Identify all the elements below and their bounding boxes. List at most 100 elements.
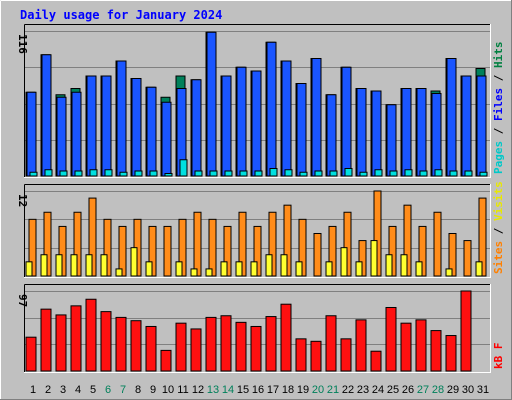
kbytes-bar xyxy=(85,298,97,372)
visits-bar xyxy=(25,261,33,277)
kbytes-bar xyxy=(130,320,142,372)
pages-bar xyxy=(179,159,188,177)
files-bar xyxy=(191,79,202,177)
day-label: 25 xyxy=(387,384,399,396)
files-bar xyxy=(386,104,397,177)
visits-bar xyxy=(280,254,288,277)
visits-bar xyxy=(190,268,198,277)
visits-bar xyxy=(250,261,258,277)
kbytes-bar xyxy=(40,308,52,372)
sites-bar xyxy=(163,225,172,277)
kbytes-bar xyxy=(235,321,247,372)
visits-bar xyxy=(370,240,378,277)
sites-bar xyxy=(313,233,322,277)
pages-bar xyxy=(419,170,428,177)
day-label: 24 xyxy=(372,384,384,396)
pages-bar xyxy=(104,169,113,177)
pages-bar xyxy=(434,169,443,177)
day-label: 11 xyxy=(177,384,188,396)
visits-bar xyxy=(415,261,423,277)
pages-bar xyxy=(194,170,203,177)
files-bar xyxy=(461,75,472,177)
sites-legend: Sites / Visits xyxy=(492,181,505,274)
pages-bar xyxy=(359,171,368,177)
day-label: 22 xyxy=(342,384,354,396)
sites-bar xyxy=(208,218,217,277)
day-label: 21 xyxy=(327,384,339,396)
sites-bar xyxy=(193,211,202,277)
kbytes-bar xyxy=(265,316,277,372)
day-label: 31 xyxy=(477,384,489,396)
visits-bar xyxy=(145,261,153,277)
pages-bar xyxy=(44,169,53,177)
kbytes-bar xyxy=(355,319,367,372)
day-label: 3 xyxy=(60,384,66,396)
files-bar xyxy=(161,101,172,177)
pages-bar xyxy=(464,170,473,177)
files-bar xyxy=(146,86,157,177)
pages-bar xyxy=(284,169,293,177)
day-label: 27 xyxy=(417,384,429,396)
kbytes-bar xyxy=(445,335,457,372)
files-bar xyxy=(476,75,487,177)
visits-bar xyxy=(355,261,363,277)
pages-bar xyxy=(269,168,278,177)
pages-bar xyxy=(59,170,68,177)
kbytes-bar xyxy=(220,315,232,372)
visits-bar xyxy=(40,254,48,277)
visits-bar xyxy=(205,268,213,277)
kbytes-bar xyxy=(190,328,202,372)
visits-bar xyxy=(385,254,393,277)
files-bar xyxy=(86,75,97,177)
kbytes-bar xyxy=(430,330,442,372)
day-label: 30 xyxy=(462,384,474,396)
pages-bar xyxy=(149,170,158,177)
files-bar xyxy=(356,88,367,177)
legend-entry: Hits xyxy=(492,42,505,69)
files-bar xyxy=(236,66,247,177)
files-bar xyxy=(41,54,52,177)
pages-bar xyxy=(209,170,218,177)
files-bar xyxy=(251,70,262,177)
day-label: 5 xyxy=(90,384,96,396)
sites-bar xyxy=(433,211,442,277)
files-bar xyxy=(116,60,127,177)
visits-bar xyxy=(130,247,138,277)
pages-bar xyxy=(239,170,248,177)
visits-bar xyxy=(325,261,333,277)
kbytes-bar xyxy=(55,314,67,372)
files-bar xyxy=(311,58,322,177)
day-label: 28 xyxy=(432,384,444,396)
pages-bar xyxy=(29,171,38,177)
files-bar xyxy=(416,88,427,177)
kbytes-max-label: 97 xyxy=(16,294,29,307)
kbytes-bar xyxy=(115,316,127,372)
files-bar xyxy=(131,78,142,177)
pages-bar xyxy=(224,170,233,177)
kbytes-bar xyxy=(70,305,82,372)
visits-bar xyxy=(175,261,183,277)
day-label: 15 xyxy=(237,384,249,396)
day-label: 19 xyxy=(297,384,309,396)
kbytes-bar xyxy=(370,350,382,372)
pages-bar xyxy=(404,169,413,177)
pages-bar xyxy=(329,170,338,177)
day-label: 18 xyxy=(282,384,294,396)
legend-entry: Files xyxy=(492,88,505,121)
legend-entry: Pages xyxy=(492,141,505,174)
day-label: 6 xyxy=(105,384,111,396)
visits-bar xyxy=(100,254,108,277)
legend-entry: kB F xyxy=(492,343,505,370)
kbytes-bar xyxy=(145,325,157,372)
visits-bar xyxy=(400,254,408,277)
kbytes-bar xyxy=(325,315,337,372)
pages-bar xyxy=(119,171,128,177)
kbytes-legend: kB F xyxy=(492,343,505,370)
pages-bar xyxy=(134,170,143,177)
pages-bar xyxy=(299,171,308,177)
files-bar xyxy=(56,96,67,177)
visits-bar xyxy=(235,261,243,277)
files-bar xyxy=(101,75,112,177)
legend-entry: Sites xyxy=(492,241,505,274)
